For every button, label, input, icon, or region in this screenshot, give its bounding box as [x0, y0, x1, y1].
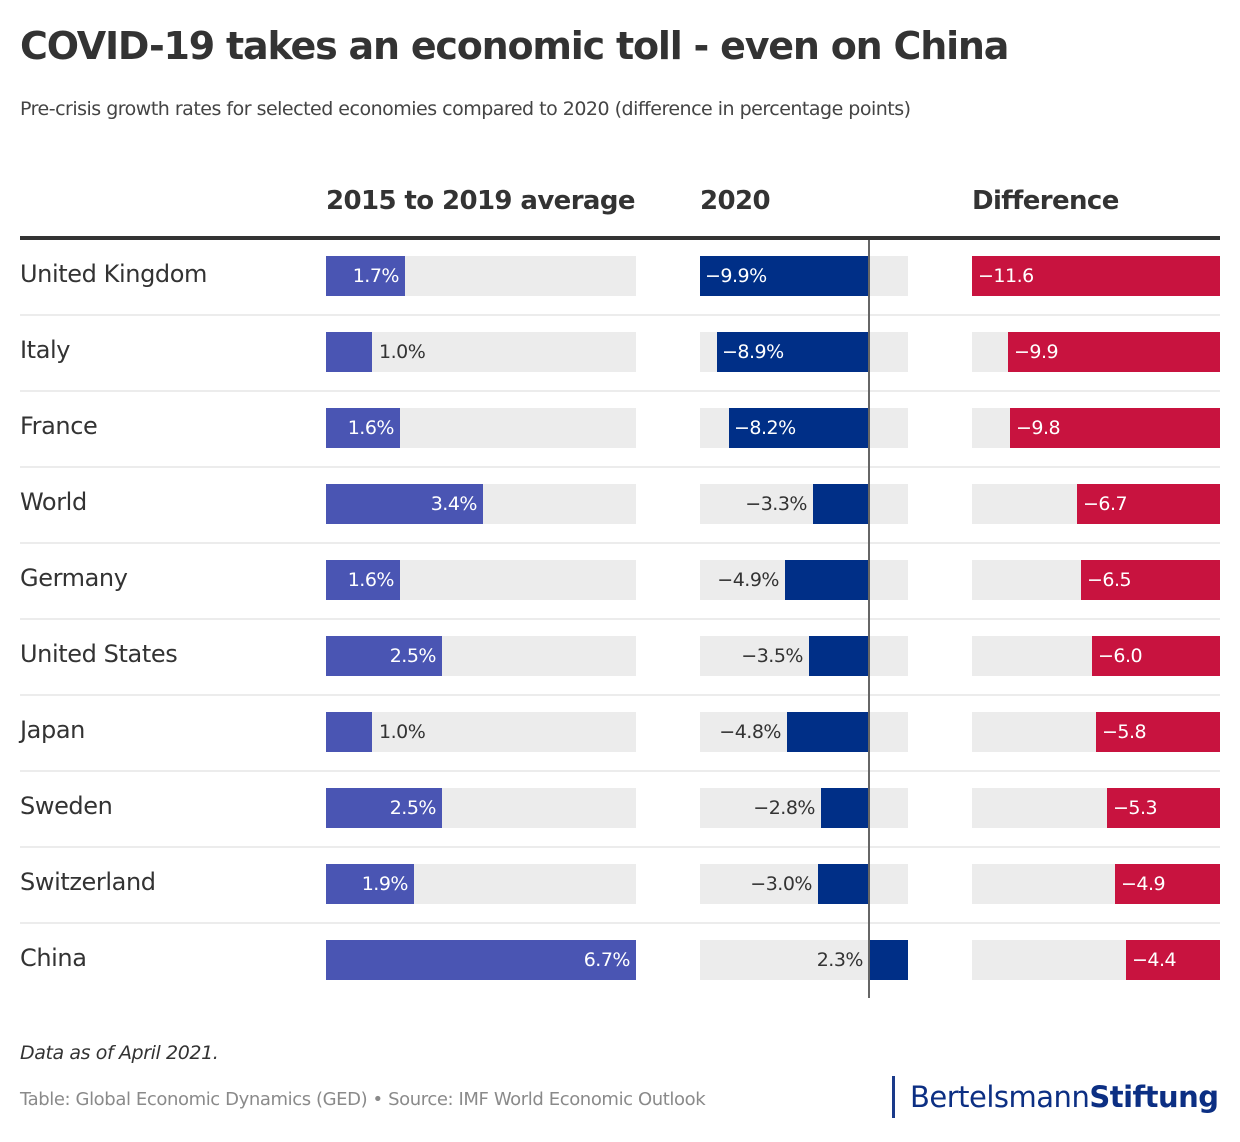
zero-line [868, 240, 870, 998]
average-bar [326, 332, 372, 372]
bertelsmann-stiftung-logo: BertelsmannStiftung [910, 1080, 1219, 1114]
difference-bar [1126, 940, 1220, 980]
country-label: France [20, 412, 98, 440]
average-value-label: 1.6% [347, 417, 395, 439]
y2020-bar [700, 256, 869, 296]
average-value-label: 2.5% [389, 797, 437, 819]
data-note: Data as of April 2021. [20, 1042, 219, 1064]
row-separator [20, 618, 1220, 620]
difference-value-label: −9.9 [1014, 341, 1059, 363]
average-value-label: 1.0% [379, 341, 426, 363]
difference-bar [972, 256, 1220, 296]
y2020-bar [818, 864, 869, 904]
difference-value-label: −11.6 [978, 265, 1034, 287]
y2020-bar [869, 940, 908, 980]
row-separator [20, 770, 1220, 772]
average-bar [326, 408, 400, 448]
average-value-label: 3.4% [430, 493, 478, 515]
row-separator [20, 694, 1220, 696]
country-label: Switzerland [20, 868, 156, 896]
average-bar [326, 788, 442, 828]
difference-value-label: −4.9 [1121, 873, 1166, 895]
country-label: United Kingdom [20, 260, 208, 288]
country-label: Italy [20, 336, 71, 364]
y2020-bar-background [700, 788, 908, 828]
difference-value-label: −6.7 [1083, 493, 1128, 515]
source-line: Table: Global Economic Dynamics (GED) • … [20, 1089, 706, 1110]
row-separator [20, 922, 1220, 924]
y2020-value-label: −3.0% [750, 873, 812, 895]
y2020-value-label: −3.5% [741, 645, 803, 667]
y2020-value-label: −2.8% [753, 797, 815, 819]
average-bar [326, 712, 372, 752]
difference-value-label: −6.5 [1087, 569, 1132, 591]
difference-value-label: −9.8 [1016, 417, 1061, 439]
row-separator [20, 846, 1220, 848]
difference-bar [1096, 712, 1220, 752]
difference-bar [1077, 484, 1220, 524]
y2020-bar [717, 332, 869, 372]
column-header-average: 2015 to 2019 average [326, 186, 636, 216]
country-label: China [20, 944, 87, 972]
difference-value-label: −6.0 [1098, 645, 1143, 667]
country-label: Sweden [20, 792, 113, 820]
column-header-2020: 2020 [700, 186, 771, 216]
average-value-label: 1.7% [352, 265, 400, 287]
average-bar [326, 484, 483, 524]
difference-bar [1115, 864, 1220, 904]
y2020-bar [809, 636, 869, 676]
difference-bar [1081, 560, 1220, 600]
difference-bar [1010, 408, 1220, 448]
row-separator [20, 542, 1220, 544]
y2020-value-label: −4.9% [717, 569, 779, 591]
row-separator [20, 466, 1220, 468]
country-label: Germany [20, 564, 128, 592]
average-value-label: 1.0% [379, 721, 426, 743]
average-bar [326, 560, 400, 600]
header-rule [20, 236, 1220, 240]
y2020-value-label: 2.3% [816, 949, 864, 971]
difference-bar [1092, 636, 1220, 676]
chart-subtitle: Pre-crisis growth rates for selected eco… [20, 98, 911, 120]
average-value-label: 1.9% [361, 873, 409, 895]
y2020-value-label: −3.3% [745, 493, 807, 515]
average-bar [326, 940, 636, 980]
average-value-label: 1.6% [347, 569, 395, 591]
average-value-label: 6.7% [583, 949, 631, 971]
difference-bar [1008, 332, 1220, 372]
y2020-value-label: −4.8% [719, 721, 781, 743]
y2020-bar-background [700, 864, 908, 904]
difference-value-label: −5.3 [1113, 797, 1158, 819]
average-bar [326, 864, 414, 904]
chart-title: COVID-19 takes an economic toll - even o… [20, 24, 1009, 68]
y2020-bar-background [700, 636, 908, 676]
average-bar [326, 636, 442, 676]
y2020-bar [729, 408, 869, 448]
y2020-bar-background [700, 484, 908, 524]
y2020-value-label: −8.9% [722, 341, 784, 363]
logo-divider [892, 1076, 895, 1118]
country-label: Japan [20, 716, 85, 744]
average-bar-background [326, 712, 636, 752]
row-separator [20, 314, 1220, 316]
country-label: World [20, 488, 87, 516]
difference-value-label: −4.4 [1132, 949, 1177, 971]
y2020-bar [787, 712, 869, 752]
logo-part1: Bertelsmann [910, 1080, 1090, 1114]
country-label: United States [20, 640, 178, 668]
y2020-bar [821, 788, 869, 828]
y2020-value-label: −8.2% [734, 417, 796, 439]
y2020-bar [785, 560, 869, 600]
logo-part2: Stiftung [1089, 1080, 1219, 1114]
row-separator [20, 390, 1220, 392]
average-value-label: 2.5% [389, 645, 437, 667]
difference-bar [1107, 788, 1220, 828]
average-bar [326, 256, 405, 296]
y2020-bar [813, 484, 869, 524]
difference-value-label: −5.8 [1102, 721, 1147, 743]
y2020-value-label: −9.9% [705, 265, 767, 287]
average-bar-background [326, 332, 636, 372]
column-header-difference: Difference [972, 186, 1119, 216]
